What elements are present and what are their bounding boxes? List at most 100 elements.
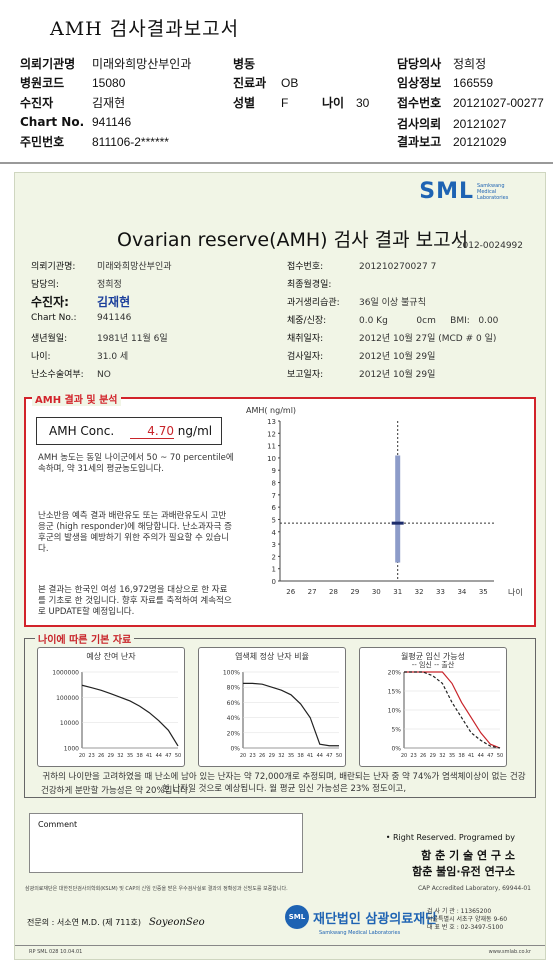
mini-x-tick-label: 29	[430, 753, 436, 759]
info-test-date: 검사일자: 2012년 10월 29일	[287, 352, 436, 362]
field-ward: 병동	[233, 57, 256, 71]
mini-y-tick-label: 10000	[60, 720, 79, 727]
mini-x-tick-label: 47	[326, 753, 332, 759]
info-ovary-surgery: 난소수술여부: NO	[31, 370, 111, 380]
x-tick-label: 32	[415, 588, 424, 596]
info-birthdate: 생년월일: 1981년 11월 6일	[31, 334, 168, 344]
mini-x-tick-label: 50	[175, 753, 181, 759]
report-number: 2012-0024992	[456, 241, 523, 251]
mini-x-tick-label: 41	[468, 753, 474, 759]
credit-institute: 함 춘 기 술 연 구 소	[421, 849, 515, 862]
mini-series-line	[404, 671, 501, 749]
mini-chart-pregnancy: 월평균 임신 가능성 -- 임신 -- 출산 20% 15% 10% 5% 0% 20 23…	[359, 647, 507, 767]
form-number: RP SML 028 10.04.01	[29, 949, 83, 955]
mini-x-tick-label: 41	[307, 753, 313, 759]
mini-y-tick-label: 60%	[227, 700, 241, 707]
scanned-report: SML Samkwang Medical Laboratories Ovaria…	[14, 172, 546, 960]
info-menstrual-history: 과거생리습관: 36일 이상 불규칙	[287, 298, 426, 308]
info-clinic: 의뢰기관명: 미래와희망산부인과	[31, 262, 172, 272]
cap-accreditation: CAP Accredited Laboratory, 69944-01	[417, 885, 531, 892]
mini-x-tick-label: 35	[288, 753, 294, 759]
divider	[0, 162, 553, 164]
comment-box: Comment	[29, 813, 303, 873]
x-tick-label: 33	[436, 588, 445, 596]
amh-percentile-text: AMH 농도는 동일 나이군에서 50 ~ 70 percentile에 속하며…	[38, 453, 234, 474]
comment-label: Comment	[38, 820, 78, 829]
x-tick-label: 35	[479, 588, 488, 596]
mini-chart-eggs: 예상 잔여 난자 1000000 100000 10000 1000 20 23 26 29 3…	[37, 647, 185, 767]
mini-x-tick-label: 44	[478, 753, 484, 759]
field-report-date: 결과보고 20121029	[397, 135, 507, 149]
field-receipt-no: 접수번호 20121027-00277	[397, 96, 544, 110]
x-axis-label: 나이	[508, 587, 523, 597]
mini-x-tick-label: 35	[449, 753, 455, 759]
mini-x-tick-label: 41	[146, 753, 152, 759]
mini-x-tick-label: 32	[117, 753, 123, 759]
y-tick-label: 13	[267, 418, 276, 426]
y-tick-label: 4	[272, 529, 277, 537]
field-clinical-info: 임상정보 166559	[397, 76, 494, 90]
info-report-date: 보고일자: 2012년 10월 29일	[287, 370, 436, 380]
contact-info: 검 사 기 관 : 11365200 서울특별시 서초구 양재동 9-60 대 …	[427, 908, 508, 931]
y-tick-label: 5	[272, 516, 276, 524]
field-hospital-code: 병원코드 15080	[20, 76, 126, 90]
amh-responder-text: 난소반응 예측 결과 배란유도 또는 과배란유도시 고반응군 (high res…	[38, 511, 232, 554]
info-receipt-no: 접수번호: 201210270027 7	[287, 262, 437, 272]
field-doctor: 담당의사 정희정	[397, 57, 487, 71]
amh-conc-unit: ng/ml	[177, 424, 213, 438]
mini-y-tick-label: 100000	[56, 695, 79, 702]
x-tick-label: 29	[350, 588, 359, 596]
y-tick-label: 1	[272, 566, 276, 574]
field-sex: 성별 F	[233, 96, 289, 110]
y-tick-label: 9	[272, 467, 276, 475]
mini-x-tick-label: 26	[98, 753, 104, 759]
y-tick-label: 0	[272, 578, 276, 586]
mini-x-tick-label: 23	[88, 753, 94, 759]
y-tick-label: 10	[267, 455, 276, 463]
report-title: Ovarian reserve(AMH) 검사 결과 보고서	[117, 229, 469, 251]
x-tick-label: 34	[457, 588, 466, 596]
y-tick-label: 3	[272, 541, 276, 549]
amh-marker	[391, 521, 404, 525]
summary-text: 귀하의 나이만을 고려하였을 때 난소에 남아 있는 난자는 약 72,000개…	[42, 772, 526, 794]
mini-x-tick-label: 29	[108, 753, 114, 759]
mini-y-tick-label: 80%	[227, 685, 241, 692]
x-tick-label: 26	[286, 588, 295, 596]
info-patient: 수진자: 김재현	[31, 295, 131, 309]
age-data-box	[24, 638, 536, 798]
info-lmp: 최종월경일:	[287, 280, 332, 290]
mini-y-tick-label: 15%	[388, 689, 402, 696]
info-collection-date: 채취일자: 2012년 10월 27일 (MCD # 0 일)	[287, 334, 497, 344]
page-title: AMH 검사결과보고서	[50, 18, 240, 40]
mini-x-tick-label: 32	[439, 753, 445, 759]
mini-x-tick-label: 26	[420, 753, 426, 759]
amh-conc-label: AMH Conc.	[49, 424, 115, 438]
y-axis-label: AMH( ng/ml)	[246, 406, 296, 415]
info-age: 나이: 31.0 세	[31, 352, 129, 362]
field-clinic: 의뢰기관명 미래와희망산부인과	[20, 57, 192, 71]
range-bar	[395, 455, 401, 563]
mini-y-tick-label: 5%	[391, 727, 401, 734]
field-request-date: 검사의뢰 20121027	[397, 117, 507, 131]
mini-x-tick-label: 38	[136, 753, 142, 759]
mini-series-line	[243, 682, 339, 747]
x-tick-label: 30	[372, 588, 381, 596]
mini-x-tick-label: 44	[317, 753, 323, 759]
mini-x-tick-label: 35	[127, 753, 133, 759]
age-section-title: 나이에 따른 기본 자료	[35, 631, 135, 646]
y-tick-label: 12	[267, 430, 276, 438]
footnote: 삼광의료재단은 대한진단검사의학회(KSLM) 및 CAP의 신임 인증을 받은…	[25, 886, 288, 892]
summary-text-2: 건강하게 분만할 가능성은 약 20%입니다.	[41, 786, 191, 796]
amh-section-title: AMH 결과 및 분석	[32, 391, 121, 406]
mini-y-tick-label: 100%	[223, 670, 240, 677]
mini-y-tick-label: 20%	[227, 730, 241, 737]
amh-conc-value: 4.70	[129, 424, 174, 439]
y-tick-label: 7	[272, 492, 276, 500]
bottom-rule	[15, 945, 545, 946]
field-resident-no: 주민번호 811106-2******	[20, 135, 169, 149]
mini-y-tick-label: 10%	[388, 708, 402, 715]
mini-x-tick-label: 29	[269, 753, 275, 759]
y-tick-label: 2	[272, 553, 276, 561]
mini-x-tick-label: 23	[249, 753, 255, 759]
